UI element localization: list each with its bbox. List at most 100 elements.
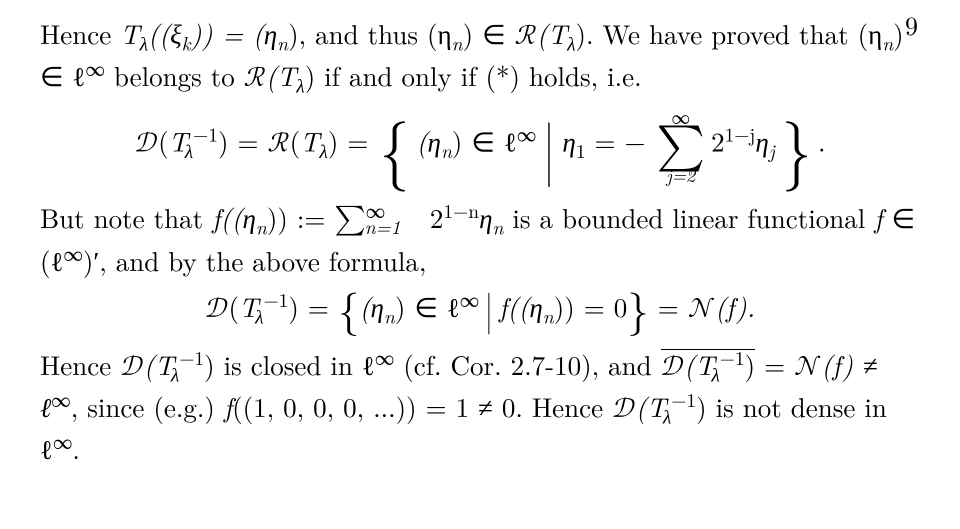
text: )′, and by the above formula, xyxy=(83,241,427,279)
math-sub: n xyxy=(277,28,288,56)
math-cal: 𝒟 xyxy=(135,131,159,158)
math-sup: −1 xyxy=(671,385,696,413)
text: (cf. Cor. 2.7-10), and xyxy=(394,345,660,383)
math-sub: n xyxy=(256,212,267,240)
math: (T xyxy=(144,345,174,383)
math: η xyxy=(755,122,768,160)
math-sup: ∞ xyxy=(517,120,536,148)
math-sup: ∞ xyxy=(460,285,479,313)
left-brace-icon: { xyxy=(338,296,360,331)
sum-icon: ∞∑j=2 xyxy=(657,108,705,184)
math-cal: ℛ xyxy=(244,65,266,92)
math-sub: n xyxy=(882,28,893,56)
text: Hence xyxy=(40,14,120,52)
math: = xyxy=(755,345,794,383)
math-cal: ℛ xyxy=(515,23,537,50)
math-sup: ∞ xyxy=(63,239,82,267)
text: is a bounded linear functional xyxy=(503,198,874,236)
sum-lower: n=1 xyxy=(365,212,401,240)
math-sup: −1 xyxy=(720,343,745,371)
display-equation-2: 𝒟(Tλ−1) = {(ηn) ∈ ℓ∞|f((ηn)) = 0} = 𝒩(f)… xyxy=(40,290,920,330)
overline: 𝒟(Tλ−1) xyxy=(661,349,755,381)
math-sub: λ xyxy=(319,136,327,164)
math: 2 xyxy=(421,198,444,236)
math: )) := xyxy=(267,198,335,236)
math: f xyxy=(224,387,232,425)
math-sub: λ xyxy=(140,28,148,56)
math: η xyxy=(479,198,492,236)
sigma-icon: ∑ xyxy=(657,127,705,166)
math: ((η xyxy=(220,198,255,236)
left-brace-icon: { xyxy=(380,125,410,181)
math-cal: 𝒟 xyxy=(612,396,636,423)
math-cal: 𝒟 xyxy=(205,296,229,323)
math: T xyxy=(120,14,139,52)
text: ), and thus (η xyxy=(288,14,452,52)
math: . xyxy=(818,122,826,160)
math-sup: 1−j xyxy=(725,120,756,148)
text: . xyxy=(72,429,80,467)
math: ) = xyxy=(328,122,378,160)
math: (η xyxy=(417,122,441,160)
page: 9 Hence Tλ((ξk)) = (ηn), and thus (ηn) ∈… xyxy=(0,0,960,529)
math-cal: 𝒟 xyxy=(661,354,685,381)
math: ((ξ xyxy=(148,14,182,52)
math: ) ∈ ℓ xyxy=(452,122,517,160)
math: ) = xyxy=(288,287,338,325)
math: )) = (η xyxy=(191,14,278,52)
math-sub: λ xyxy=(185,136,193,164)
math-sup: ∞ xyxy=(85,54,104,82)
math: (T xyxy=(684,345,714,383)
math-sup: 1−n xyxy=(443,196,479,224)
paragraph-3: Hence 𝒟(Tλ−1) is closed in ℓ∞ (cf. Cor. … xyxy=(40,345,920,468)
text: ). We have proved that (η xyxy=(576,14,883,52)
math: 2 xyxy=(711,122,725,160)
math-sup: −1 xyxy=(264,285,289,313)
math-sub: n xyxy=(543,302,554,330)
math: = xyxy=(649,287,688,325)
math-cal: ℛ xyxy=(267,131,289,158)
vertical-bar-icon: | xyxy=(486,296,493,329)
math-sub: j xyxy=(769,136,775,164)
right-brace-icon: } xyxy=(627,296,649,331)
math: ) ∈ ℓ xyxy=(395,287,460,325)
math-sub: λ xyxy=(567,28,575,56)
math: ) ∈ xyxy=(463,14,515,52)
text: ) if and only if (*) holds, i.e. xyxy=(305,56,642,94)
math-sub: λ xyxy=(255,302,263,330)
math: (T xyxy=(266,56,296,94)
math-sub: n xyxy=(492,212,503,240)
math-cal: 𝒟 xyxy=(120,354,144,381)
display-equation-1: 𝒟(Tλ−1) = ℛ(Tλ) = {(ηn) ∈ ℓ∞|η1 = − ∞∑j=… xyxy=(40,108,920,184)
text: belongs to xyxy=(105,56,244,94)
text: , since (e.g.) xyxy=(71,387,224,425)
math-sub: 1 xyxy=(576,136,586,164)
math: (f). xyxy=(715,287,755,325)
right-brace-icon: } xyxy=(781,125,811,181)
math-sub: λ xyxy=(663,401,671,429)
paragraph-1: Hence Tλ((ξk)) = (ηn), and thus (ηn) ∈ ℛ… xyxy=(40,14,920,98)
math-sup: −1 xyxy=(179,343,204,371)
math: (η xyxy=(359,287,383,325)
math: f xyxy=(874,198,882,236)
math: η xyxy=(562,122,575,160)
paragraph-2: But note that f((ηn)) := ∑∞n=1 21−nηn is… xyxy=(40,198,920,280)
math: ) xyxy=(745,345,756,383)
math-sup: ∞ xyxy=(53,427,72,455)
vertical-bar-icon: | xyxy=(544,126,554,178)
math: ) = xyxy=(218,122,268,160)
math-sub: λ xyxy=(296,71,304,99)
math-cal: 𝒩 xyxy=(688,296,715,323)
math: (T xyxy=(636,387,666,425)
math-sup: −1 xyxy=(193,120,218,148)
math: = − xyxy=(586,122,655,160)
page-number: 9 xyxy=(905,6,918,43)
math-sub: λ xyxy=(711,359,719,387)
math-sub: n xyxy=(384,302,395,330)
text: ) is closed in ℓ xyxy=(204,345,375,383)
sigma-icon: ∑ xyxy=(334,204,365,234)
math: T xyxy=(300,122,319,160)
math-cal: 𝒩 xyxy=(794,354,821,381)
math: ((η xyxy=(507,287,542,325)
math: )) = 0 xyxy=(554,287,628,325)
